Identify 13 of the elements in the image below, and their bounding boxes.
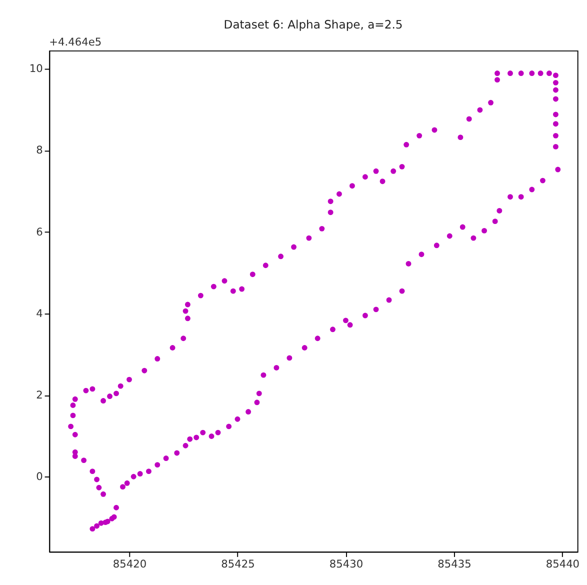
chart-title: Dataset 6: Alpha Shape, a=2.5: [224, 17, 403, 32]
x-tick-label: 85435: [438, 558, 472, 571]
x-tick-label: 85430: [329, 558, 364, 571]
y-tick-label: 6: [36, 226, 44, 238]
y-tick-label: 0: [36, 470, 44, 483]
x-tick-label: 85440: [546, 558, 580, 571]
y-tick-label: 8: [36, 144, 44, 157]
x-tick-label: 85425: [221, 558, 255, 571]
y-tick-label: 4: [36, 308, 44, 320]
text: +4.464e5: [49, 36, 102, 49]
y-tick-label: 2: [36, 389, 43, 402]
x-tick-label: 85420: [112, 558, 147, 571]
y-tick-label: 10: [29, 63, 44, 76]
